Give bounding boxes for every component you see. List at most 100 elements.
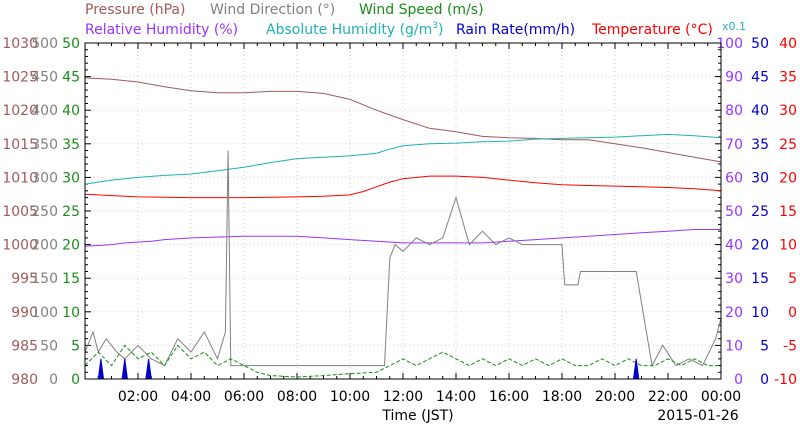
pressure-tick: 1010 [2,170,38,186]
temperature-tick: -5 [783,338,797,354]
temperature-tick: 30 [779,103,797,119]
x-tick-label: 08:00 [277,389,317,405]
temperature-tick: 15 [779,204,797,220]
pressure-tick: 1000 [2,238,38,254]
legend-absolute-humidity-sup: 3 [432,21,438,31]
wind-direction-tick: 500 [31,36,58,52]
series-rain-rate [97,358,640,380]
humidity-tick: 80 [725,103,743,119]
temperature-tick: 10 [779,238,797,254]
series-wind-speed [84,344,721,378]
series-relative-humidity [84,229,721,247]
x-tick-label: 02:00 [118,389,158,405]
series-wind-direction [84,150,722,368]
humidity-tick: 0 [734,372,743,388]
series-absolute-humidity [84,133,722,185]
wind-speed-tick: 35 [62,137,80,153]
rain-rate-tick: 30 [751,170,769,186]
wind-speed-tick: 5 [71,338,80,354]
temperature-tick: 35 [779,70,797,86]
series-temperature [84,175,722,199]
x-tick-label: 16:00 [489,389,529,405]
pressure-tick: 1030 [2,36,38,52]
legend-wind-speed: Wind Speed (m/s) [359,2,484,18]
rain-rate-tick: 25 [751,204,769,220]
wind-direction-tick: 300 [31,170,58,186]
wind-speed-tick: 45 [62,70,80,86]
rain-rate-tick: 35 [751,137,769,153]
temperature-tick: 40 [779,36,797,52]
rain-rate-tick: 40 [751,103,769,119]
humidity-tick: 60 [725,170,743,186]
rain-rate-tick: 10 [751,305,769,321]
humidity-tick: 10 [725,338,743,354]
series-pressure [84,77,722,163]
wind-direction-tick: 250 [31,204,58,220]
pressure-tick: 1025 [2,70,38,86]
plot-frame [84,42,722,380]
pressure-tick: 985 [11,338,38,354]
legend-temperature: Temperature (°C) [591,22,713,38]
x-axis-label: Time (JST) [381,408,453,424]
wind-speed-tick: 50 [62,36,80,52]
temperature-tick: 25 [779,137,797,153]
pressure-tick: 1005 [2,204,38,220]
wind-speed-tick: 30 [62,170,80,186]
x-tick-label: 14:00 [436,389,476,405]
grid [85,43,721,379]
x-tick-label: 10:00 [330,389,370,405]
temperature-tick: 5 [788,271,797,287]
x-tick-label: 22:00 [648,389,688,405]
x-tick-label: 00:00 [701,389,741,405]
legend-scale-suffix: x0.1 [722,20,746,33]
legend-absolute-humidity-label: Absolute Humidity (g/m [266,22,432,38]
rain-rate-tick: 20 [751,238,769,254]
wind-speed-tick: 0 [71,372,80,388]
wind-direction-tick: 150 [31,271,58,287]
temperature-tick: 20 [779,170,797,186]
rain-rate-tick: 45 [751,70,769,86]
rain-rate-tick: 0 [760,372,769,388]
temperature-tick: 0 [788,305,797,321]
x-tick-label: 12:00 [383,389,423,405]
humidity-tick: 100 [716,36,743,52]
legend-rain-rate: Rain Rate(mm/h) [456,22,575,38]
wind-speed-tick: 40 [62,103,80,119]
wind-direction-tick: 350 [31,137,58,153]
wind-direction-tick: 200 [31,238,58,254]
wind-direction-tick: 50 [40,338,58,354]
humidity-tick: 90 [725,70,743,86]
wind-speed-tick: 25 [62,204,80,220]
x-tick-label: 18:00 [542,389,582,405]
x-tick-label: 06:00 [224,389,264,405]
pressure-tick: 1020 [2,103,38,119]
humidity-tick: 70 [725,137,743,153]
pressure-tick: 995 [11,271,38,287]
wind-direction-tick: 400 [31,103,58,119]
humidity-tick: 50 [725,204,743,220]
rain-rate-tick: 50 [751,36,769,52]
pressure-tick: 1015 [2,137,38,153]
legend-pressure: Pressure (hPa) [85,2,185,18]
humidity-tick: 30 [725,271,743,287]
wind-direction-tick: 450 [31,70,58,86]
wind-direction-tick: 0 [49,372,58,388]
wind-speed-tick: 20 [62,238,80,254]
legend-absolute-humidity-close: ) [438,22,443,38]
wind-speed-tick: 10 [62,305,80,321]
x-tick-label: 04:00 [171,389,211,405]
axes: 02:00 04:00 06:00 08:00 10:00 12:00 14:00 16:00… [2,36,797,405]
rain-rate-tick: 15 [751,271,769,287]
wind-direction-tick: 100 [31,305,58,321]
pressure-tick: 990 [11,305,38,321]
pressure-tick: 980 [11,372,38,388]
temperature-tick: -10 [774,372,797,388]
date-label: 2015-01-26 [657,408,738,424]
humidity-tick: 20 [725,305,743,321]
wind-speed-tick: 15 [62,271,80,287]
legend-absolute-humidity: Absolute Humidity (g/m3) [266,21,443,38]
humidity-tick: 40 [725,238,743,254]
legend-wind-direction: Wind Direction (°) [210,2,335,18]
x-tick-label: 20:00 [595,389,635,405]
